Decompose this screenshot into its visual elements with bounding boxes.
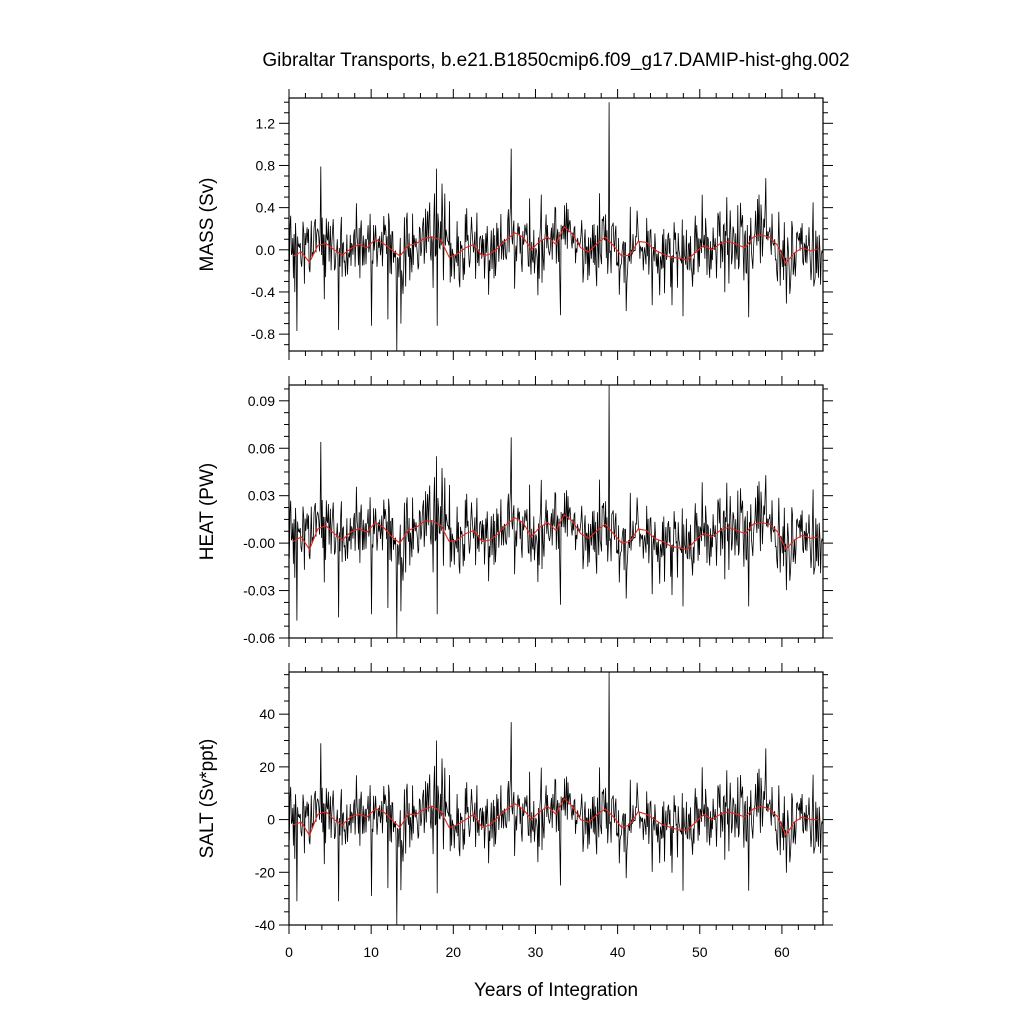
mass-y-tick-label: 1.2 bbox=[256, 115, 276, 131]
mass-y-tick-label: 0.8 bbox=[256, 157, 276, 173]
mass-y-tick-label: 0.4 bbox=[256, 200, 276, 216]
salt-plot-frame bbox=[288, 671, 824, 926]
panel-mass: -0.8 -0.4 0.0 0.4 0.8 1.2 MASS (Sv) bbox=[197, 89, 833, 360]
panel-heat: -0.06 -0.03 -0.00 0.03 0.06 0.09 HEAT (PW) bbox=[197, 376, 833, 647]
salt-x-tick-label: 50 bbox=[692, 944, 708, 960]
salt-y-axis-label: SALT (Sv*ppt) bbox=[197, 739, 218, 859]
heat-y-tick-label: -0.06 bbox=[243, 630, 275, 646]
heat-y-tick-label: 0.09 bbox=[248, 393, 275, 409]
heat-y-tick-label: -0.00 bbox=[243, 535, 275, 551]
salt-y-tick-label: 0 bbox=[267, 812, 275, 828]
mass-y-tick-label: -0.8 bbox=[251, 326, 275, 342]
chart-title: Gibraltar Transports, b.e21.B1850cmip6.f… bbox=[262, 50, 849, 71]
salt-x-tick-label: 30 bbox=[528, 944, 544, 960]
salt-y-tick-label: 20 bbox=[259, 759, 275, 775]
heat-y-tick-label: 0.06 bbox=[248, 440, 275, 456]
heat-plot-frame bbox=[288, 384, 824, 639]
salt-annual-mean-line bbox=[292, 797, 819, 837]
salt-x-tick-label: 0 bbox=[285, 944, 293, 960]
heat-y-tick-label: -0.03 bbox=[243, 583, 275, 599]
mass-y-tick-label: 0.0 bbox=[256, 242, 276, 258]
heat-y-tick-label: 0.03 bbox=[248, 488, 275, 504]
salt-x-tick-label: 60 bbox=[774, 944, 790, 960]
salt-monthly-line bbox=[289, 672, 823, 925]
heat-monthly-line bbox=[289, 385, 823, 638]
mass-y-tick-label: -0.4 bbox=[251, 284, 275, 300]
salt-x-tick-label: 20 bbox=[446, 944, 462, 960]
panel-salt: -40 -20 0 20 40 0 10 20 30 40 50 60 SALT (Sv*ppt) bbox=[197, 663, 833, 960]
salt-x-tick-label: 40 bbox=[610, 944, 626, 960]
salt-y-tick-label: 40 bbox=[259, 706, 275, 722]
mass-y-axis-label: MASS (Sv) bbox=[197, 178, 218, 272]
heat-y-axis-label: HEAT (PW) bbox=[197, 463, 218, 560]
mass-monthly-line bbox=[289, 102, 823, 351]
salt-y-tick-label: -40 bbox=[255, 917, 275, 933]
x-axis-label: Years of Integration bbox=[474, 980, 638, 1001]
mass-plot-frame bbox=[288, 97, 824, 352]
salt-y-tick-label: -20 bbox=[255, 864, 275, 880]
mass-annual-mean-line bbox=[292, 225, 820, 265]
salt-x-tick-label: 10 bbox=[363, 944, 379, 960]
heat-annual-mean-line bbox=[292, 513, 820, 551]
